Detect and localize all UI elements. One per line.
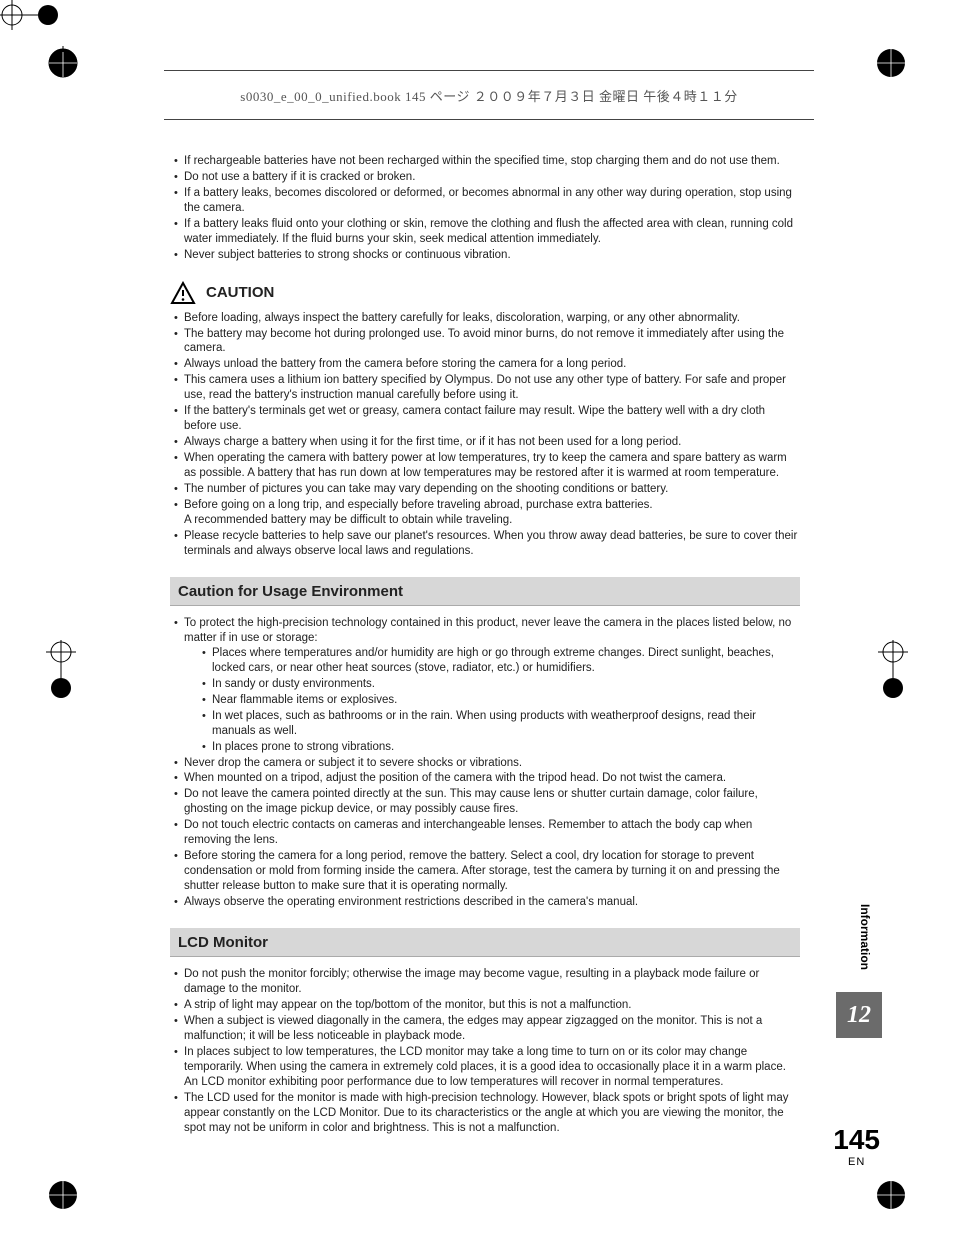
list-item: Never subject batteries to strong shocks…: [170, 248, 800, 263]
lcd-list: Do not push the monitor forcibly; otherw…: [170, 967, 800, 1135]
list-item: In places prone to strong vibrations.: [198, 740, 800, 755]
list-item: Do not touch electric contacts on camera…: [170, 818, 800, 848]
list-item: Before going on a long trip, and especia…: [170, 498, 800, 528]
list-item: In places subject to low temperatures, t…: [170, 1045, 800, 1090]
page-number-block: 145 EN: [833, 1126, 880, 1168]
list-item: If rechargeable batteries have not been …: [170, 154, 800, 169]
reg-mark-bottom: [0, 0, 60, 30]
list-item: Do not leave the camera pointed directly…: [170, 787, 800, 817]
caution-heading: CAUTION: [170, 281, 800, 305]
section-env-title: Caution for Usage Environment: [170, 577, 800, 607]
chapter-number: 12: [847, 1002, 871, 1029]
header-text: s0030_e_00_0_unified.book 145 ページ ２００９年７…: [240, 86, 737, 105]
crop-mark-tr: [874, 46, 908, 80]
page-content: If rechargeable batteries have not been …: [170, 154, 800, 1137]
list-item: When operating the camera with battery p…: [170, 451, 800, 481]
page-header: s0030_e_00_0_unified.book 145 ページ ２００９年７…: [164, 70, 814, 120]
list-item: To protect the high-precision technology…: [170, 616, 800, 754]
list-item: Do not use a battery if it is cracked or…: [170, 170, 800, 185]
list-item: The battery may become hot during prolon…: [170, 327, 800, 357]
list-item: Before storing the camera for a long per…: [170, 849, 800, 894]
list-item: When a subject is viewed diagonally in t…: [170, 1014, 800, 1044]
list-item: Near flammable items or explosives.: [198, 693, 800, 708]
crop-mark-bl: [46, 1178, 80, 1212]
warning-icon: [170, 281, 196, 305]
list-item: Places where temperatures and/or humidit…: [198, 646, 800, 676]
list-item: If the battery's terminals get wet or gr…: [170, 404, 800, 434]
section-lcd-title: LCD Monitor: [170, 928, 800, 958]
list-item: The number of pictures you can take may …: [170, 482, 800, 497]
list-item: Before loading, always inspect the batte…: [170, 311, 800, 326]
list-item: If a battery leaks, becomes discolored o…: [170, 186, 800, 216]
chapter-tab: 12: [836, 992, 882, 1038]
list-item: Do not push the monitor forcibly; otherw…: [170, 967, 800, 997]
caution-label: CAUTION: [206, 283, 274, 303]
list-item: Always charge a battery when using it fo…: [170, 435, 800, 450]
intro-list: If rechargeable batteries have not been …: [170, 154, 800, 263]
side-section-label: Information: [858, 904, 872, 970]
list-item: In sandy or dusty environments.: [198, 677, 800, 692]
page-lang: EN: [833, 1156, 880, 1168]
list-item: Always unload the battery from the camer…: [170, 357, 800, 372]
list-item: A strip of light may appear on the top/b…: [170, 998, 800, 1013]
env-nested-list: Places where temperatures and/or humidit…: [198, 646, 800, 755]
list-item: If a battery leaks fluid onto your cloth…: [170, 217, 800, 247]
list-item: The LCD used for the monitor is made wit…: [170, 1091, 800, 1136]
reg-mark-left: [46, 640, 76, 700]
list-item: When mounted on a tripod, adjust the pos…: [170, 771, 800, 786]
page-number: 145: [833, 1126, 880, 1154]
list-item: Never drop the camera or subject it to s…: [170, 756, 800, 771]
list-item: Always observe the operating environment…: [170, 895, 800, 910]
env-list: To protect the high-precision technology…: [170, 616, 800, 910]
list-item: Please recycle batteries to help save ou…: [170, 529, 800, 559]
list-item: In wet places, such as bathrooms or in t…: [198, 709, 800, 739]
list-item: This camera uses a lithium ion battery s…: [170, 373, 800, 403]
reg-mark-right: [878, 640, 908, 700]
caution-list: Before loading, always inspect the batte…: [170, 311, 800, 559]
crop-mark-tl: [46, 46, 80, 80]
env-lead: To protect the high-precision technology…: [184, 617, 791, 644]
crop-mark-br: [874, 1178, 908, 1212]
